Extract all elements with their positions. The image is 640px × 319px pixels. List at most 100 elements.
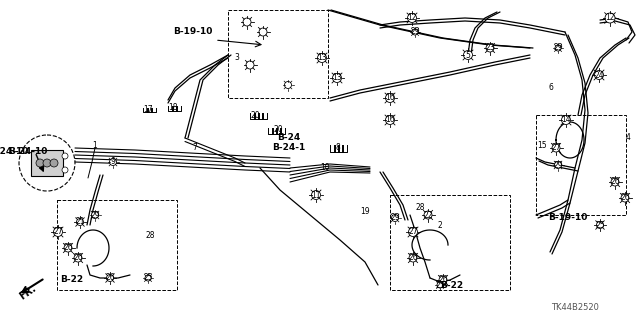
Text: 14: 14 bbox=[561, 115, 571, 124]
Circle shape bbox=[54, 227, 63, 236]
Text: 29: 29 bbox=[553, 160, 563, 169]
Circle shape bbox=[77, 219, 83, 226]
Bar bbox=[57, 200, 177, 290]
Circle shape bbox=[243, 18, 251, 26]
Text: 5: 5 bbox=[465, 50, 470, 60]
Text: 6: 6 bbox=[548, 84, 554, 93]
Circle shape bbox=[409, 254, 417, 262]
Text: 8: 8 bbox=[335, 144, 340, 152]
Text: B-24-1: B-24-1 bbox=[273, 144, 306, 152]
Circle shape bbox=[437, 282, 443, 288]
Text: 18: 18 bbox=[168, 103, 178, 113]
Text: 29: 29 bbox=[553, 43, 563, 53]
Circle shape bbox=[595, 70, 604, 79]
Circle shape bbox=[463, 50, 472, 60]
Text: 12: 12 bbox=[407, 13, 417, 23]
Text: 20: 20 bbox=[250, 110, 260, 120]
Text: 28: 28 bbox=[145, 231, 155, 240]
Text: 12: 12 bbox=[605, 13, 615, 23]
Text: B-22: B-22 bbox=[440, 280, 463, 290]
Circle shape bbox=[385, 115, 394, 124]
Text: 28: 28 bbox=[415, 204, 425, 212]
Text: B-19-10: B-19-10 bbox=[173, 27, 212, 36]
Circle shape bbox=[312, 190, 321, 199]
Text: 29: 29 bbox=[390, 213, 400, 222]
Circle shape bbox=[611, 178, 619, 186]
Text: 3: 3 bbox=[235, 54, 239, 63]
Circle shape bbox=[43, 159, 51, 167]
Circle shape bbox=[92, 211, 99, 219]
Circle shape bbox=[106, 275, 113, 281]
Text: 13: 13 bbox=[317, 54, 327, 63]
Text: 23: 23 bbox=[485, 43, 495, 53]
Text: B-22: B-22 bbox=[60, 276, 84, 285]
Text: 2: 2 bbox=[438, 220, 442, 229]
Circle shape bbox=[259, 28, 267, 36]
Text: 29: 29 bbox=[90, 211, 100, 219]
Text: 27: 27 bbox=[551, 144, 561, 152]
Text: 21: 21 bbox=[76, 218, 84, 226]
Text: 10: 10 bbox=[320, 164, 330, 173]
Text: 1: 1 bbox=[93, 140, 97, 150]
Circle shape bbox=[36, 159, 44, 167]
Circle shape bbox=[554, 161, 561, 168]
Circle shape bbox=[392, 214, 399, 221]
Text: 17: 17 bbox=[143, 106, 153, 115]
Text: 25: 25 bbox=[595, 220, 605, 229]
Text: 4: 4 bbox=[625, 133, 630, 143]
Text: 26: 26 bbox=[105, 273, 115, 283]
Bar bbox=[31, 150, 63, 176]
Circle shape bbox=[555, 45, 561, 51]
Text: 7: 7 bbox=[193, 144, 197, 152]
Circle shape bbox=[246, 61, 254, 69]
Text: TK44B2520: TK44B2520 bbox=[551, 303, 599, 313]
Circle shape bbox=[145, 275, 151, 281]
Text: 26: 26 bbox=[73, 254, 83, 263]
Text: FR.: FR. bbox=[18, 283, 38, 301]
Text: 26: 26 bbox=[610, 177, 620, 187]
Text: 26: 26 bbox=[63, 243, 73, 253]
Circle shape bbox=[552, 144, 560, 152]
Circle shape bbox=[596, 221, 604, 228]
Circle shape bbox=[109, 159, 116, 166]
Circle shape bbox=[74, 254, 82, 262]
Text: 29: 29 bbox=[410, 27, 420, 36]
Text: 15: 15 bbox=[537, 140, 547, 150]
Circle shape bbox=[561, 115, 570, 124]
Text: B-24: B-24 bbox=[277, 133, 301, 143]
Circle shape bbox=[333, 73, 342, 83]
Text: 27: 27 bbox=[53, 227, 63, 236]
Circle shape bbox=[385, 93, 394, 102]
Text: 25: 25 bbox=[435, 280, 445, 290]
Text: B-19-10: B-19-10 bbox=[548, 213, 588, 222]
Text: 19: 19 bbox=[360, 207, 370, 217]
Text: B-24-10: B-24-10 bbox=[0, 147, 28, 157]
Text: 11: 11 bbox=[311, 190, 321, 199]
Circle shape bbox=[62, 153, 68, 159]
Bar bbox=[390, 195, 510, 290]
Circle shape bbox=[408, 227, 417, 236]
Circle shape bbox=[408, 13, 417, 23]
Text: 13: 13 bbox=[332, 73, 342, 83]
Circle shape bbox=[424, 211, 432, 219]
Text: B-24-10: B-24-10 bbox=[8, 147, 48, 157]
Text: 20: 20 bbox=[273, 125, 283, 135]
Text: 9: 9 bbox=[111, 158, 115, 167]
Circle shape bbox=[50, 159, 58, 167]
Circle shape bbox=[439, 276, 447, 284]
Text: 26: 26 bbox=[408, 254, 418, 263]
Circle shape bbox=[412, 29, 418, 35]
Circle shape bbox=[621, 194, 629, 202]
Text: 26: 26 bbox=[620, 194, 630, 203]
Circle shape bbox=[605, 13, 615, 23]
Circle shape bbox=[19, 135, 75, 191]
Bar bbox=[228, 10, 328, 98]
Circle shape bbox=[285, 81, 291, 88]
Text: 24: 24 bbox=[594, 70, 604, 79]
Text: 25: 25 bbox=[143, 273, 153, 283]
Text: 26: 26 bbox=[438, 276, 448, 285]
Text: 16: 16 bbox=[385, 93, 395, 102]
Text: 16: 16 bbox=[385, 115, 395, 124]
Circle shape bbox=[486, 44, 494, 52]
Circle shape bbox=[62, 167, 68, 173]
